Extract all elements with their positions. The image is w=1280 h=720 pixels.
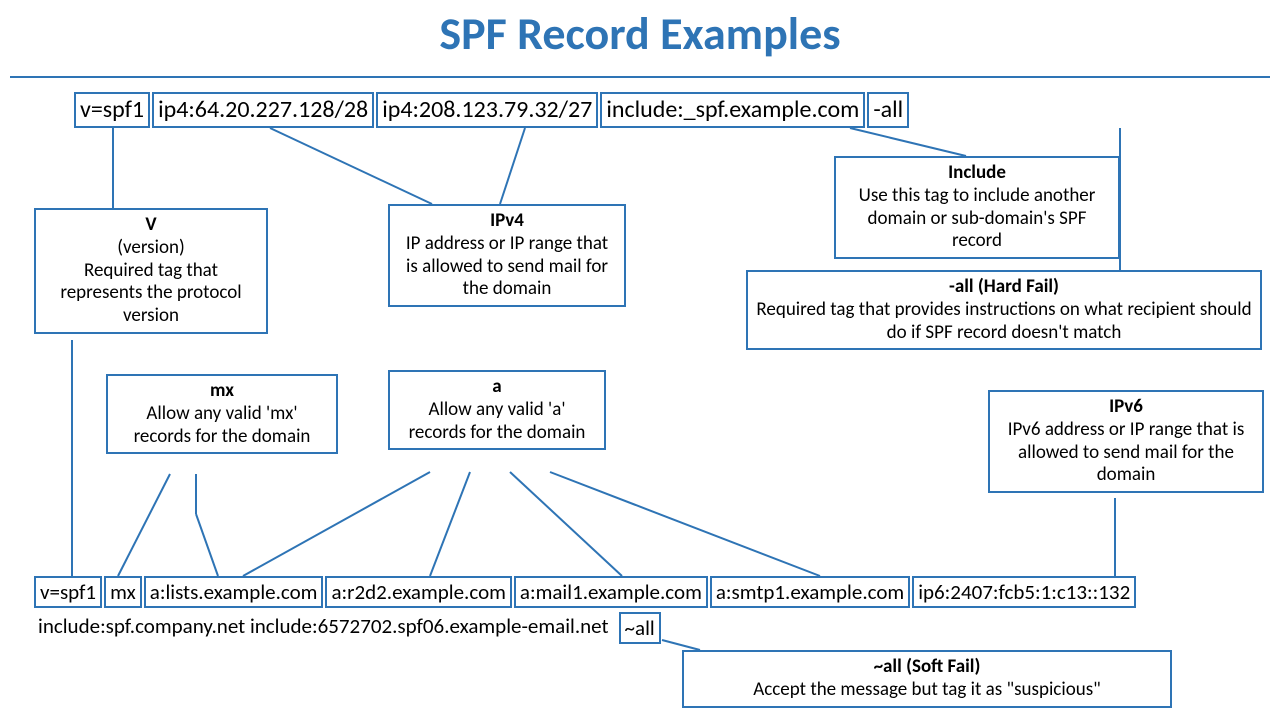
spf-record-row-1: v=spf1ip4:64.20.227.128/28ip4:208.123.79…	[74, 92, 909, 128]
desc-box-body: Allow any valid 'a' records for the doma…	[398, 399, 596, 445]
desc-box-mx: mxAllow any valid 'mx' records for the d…	[106, 374, 338, 454]
spf-plain-text: include:spf.company.net include:6572702.…	[34, 612, 613, 640]
desc-box-head: Include	[844, 162, 1110, 185]
spf-record-row-2-line-2: include:spf.company.net include:6572702.…	[34, 612, 661, 644]
desc-box-body: Required tag that represents the protoco…	[44, 260, 258, 328]
desc-box-v: V(version)Required tag that represents t…	[34, 208, 268, 334]
desc-box-body: IPv6 address or IP range that is allowed…	[998, 419, 1254, 487]
spf-token: include:_spf.example.com	[600, 92, 865, 128]
desc-box-body: IP address or IP range that is allowed t…	[398, 233, 616, 301]
desc-box-softfail: ~all (Soft Fail)Accept the message but t…	[682, 650, 1172, 708]
desc-box-ipv6: IPv6IPv6 address or IP range that is all…	[988, 390, 1264, 493]
desc-box-body: Allow any valid 'mx' records for the dom…	[116, 403, 328, 449]
desc-box-head: ~all (Soft Fail)	[692, 656, 1162, 679]
spf-token: ~all	[619, 612, 661, 644]
spf-token: v=spf1	[34, 576, 102, 608]
spf-record-row-2-line-1: v=spf1mxa:lists.example.coma:r2d2.exampl…	[34, 576, 1136, 608]
desc-box-body: Accept the message but tag it as "suspic…	[692, 679, 1162, 702]
spf-token: mx	[104, 576, 142, 608]
desc-box-head: a	[398, 376, 596, 399]
spf-token: a:mail1.example.com	[514, 576, 708, 608]
desc-box-sub: (version)	[44, 237, 258, 260]
desc-box-head: mx	[116, 380, 328, 403]
spf-token: v=spf1	[74, 92, 150, 128]
spf-token: a:smtp1.example.com	[710, 576, 910, 608]
desc-box-ipv4: IPv4IP address or IP range that is allow…	[388, 204, 626, 307]
spf-token: a:r2d2.example.com	[325, 576, 511, 608]
desc-box-head: V	[44, 214, 258, 237]
title-underline	[10, 76, 1270, 78]
spf-token: ip6:2407:fcb5:1:c13::132	[912, 576, 1136, 608]
desc-box-a: aAllow any valid 'a' records for the dom…	[388, 370, 606, 450]
desc-box-head: -all (Hard Fail)	[756, 276, 1252, 299]
spf-token: ip4:64.20.227.128/28	[152, 92, 374, 128]
page-title: SPF Record Examples	[0, 6, 1280, 62]
desc-box-head: IPv4	[398, 210, 616, 233]
spf-token: -all	[867, 92, 909, 128]
desc-box-hardfail: -all (Hard Fail)Required tag that provid…	[746, 270, 1262, 350]
desc-box-include: IncludeUse this tag to include another d…	[834, 156, 1120, 259]
diagram-canvas: { "title": { "text": "SPF Record Example…	[0, 0, 1280, 720]
desc-box-body: Required tag that provides instructions …	[756, 299, 1252, 345]
desc-box-body: Use this tag to include another domain o…	[844, 185, 1110, 253]
spf-token: a:lists.example.com	[144, 576, 324, 608]
desc-box-head: IPv6	[998, 396, 1254, 419]
spf-token: ip4:208.123.79.32/27	[376, 92, 598, 128]
